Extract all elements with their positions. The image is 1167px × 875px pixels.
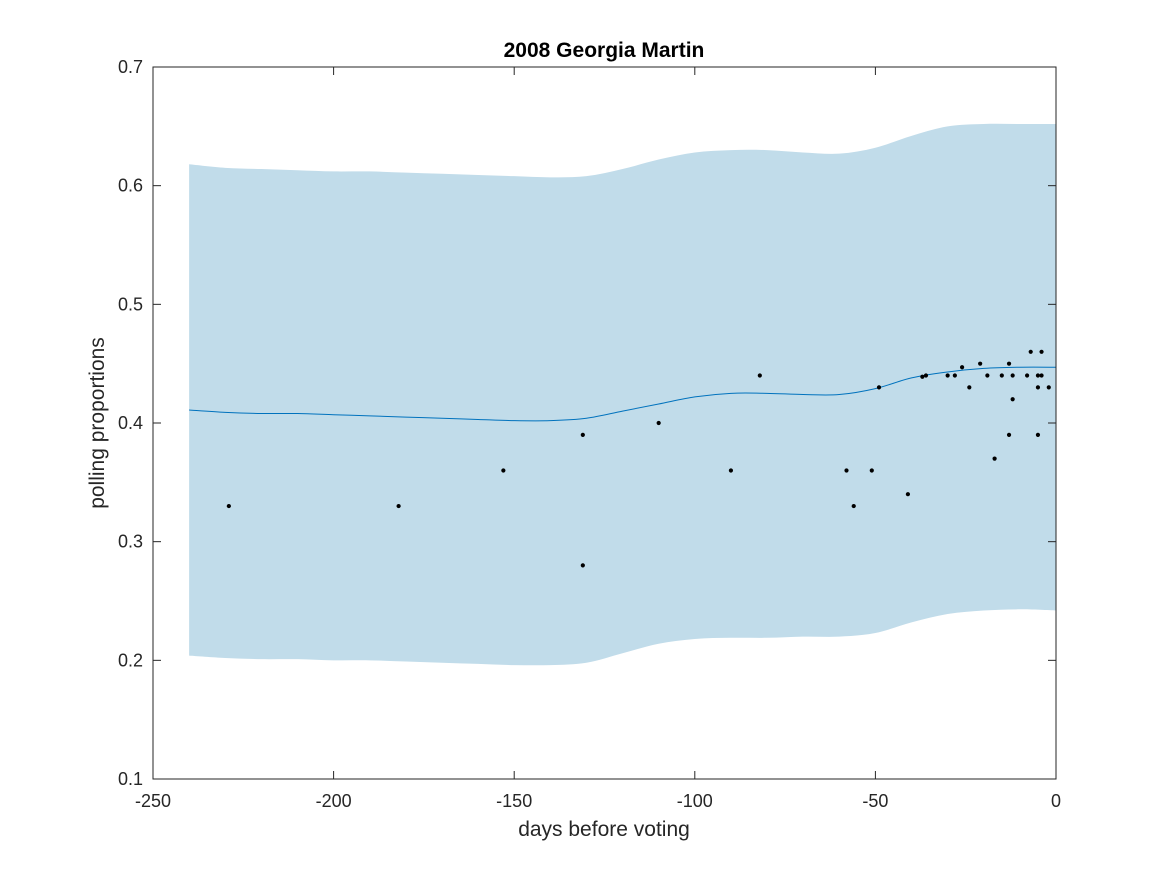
poll-point [1025, 373, 1030, 378]
poll-point [1039, 349, 1044, 354]
y-tick-label: 0.6 [118, 176, 143, 196]
poll-point [728, 468, 734, 473]
poll-point [923, 373, 929, 378]
y-tick-label: 0.5 [118, 294, 143, 314]
poll-point [396, 503, 401, 509]
poll-point [656, 420, 661, 426]
y-tick-label: 0.1 [118, 769, 143, 789]
x-tick-label: -100 [677, 791, 713, 811]
y-tick-label: 0.4 [118, 413, 143, 433]
poll-point [1028, 349, 1033, 354]
poll-point [501, 468, 506, 473]
trend-line [189, 366, 1057, 422]
poll-point [920, 374, 925, 379]
confidence-band [189, 123, 1056, 666]
poll-point [876, 385, 882, 390]
ticks-layer: -250 -200 -150 -100 -50 0 0.1 0.2 0.3 0.4 0.5 0.6 0.… [118, 57, 1061, 811]
poll-point [1006, 432, 1012, 437]
poll-point [226, 503, 231, 509]
poll-point [992, 456, 997, 461]
poll-point [1039, 373, 1044, 378]
poll-point [1010, 373, 1015, 378]
poll-point [978, 361, 983, 366]
poll-point [757, 373, 762, 378]
poll-point [580, 563, 585, 568]
x-tick-label: -250 [135, 791, 171, 811]
poll-point [959, 365, 965, 370]
y-tick-label: 0.2 [118, 650, 143, 670]
poll-point [580, 432, 585, 437]
x-tick-label: -200 [316, 791, 352, 811]
y-tick-label: 0.7 [118, 57, 143, 77]
chart-title: 2008 Georgia Martin [504, 39, 705, 62]
poll-point [945, 373, 950, 378]
poll-point [967, 385, 972, 390]
poll-point [1035, 373, 1041, 378]
poll-point [999, 373, 1004, 378]
poll-point [1035, 432, 1041, 437]
poll-point [1006, 361, 1012, 366]
poll-point [1010, 397, 1015, 402]
x-tick-label: -150 [496, 791, 532, 811]
poll-point [905, 492, 911, 497]
poll-point [952, 373, 957, 378]
y-axis-label: polling proportions [86, 337, 109, 509]
poll-point [844, 468, 849, 473]
poll-point [851, 503, 856, 509]
poll-point [985, 373, 990, 378]
x-tick-label: 0 [1051, 791, 1061, 811]
x-tick-label: -50 [862, 791, 888, 811]
poll-point [1035, 385, 1041, 390]
x-axis-label: days before voting [518, 818, 690, 841]
poll-point [869, 468, 874, 473]
plot-layer [189, 123, 1057, 666]
poll-point [1046, 385, 1051, 390]
y-tick-label: 0.3 [118, 532, 143, 552]
